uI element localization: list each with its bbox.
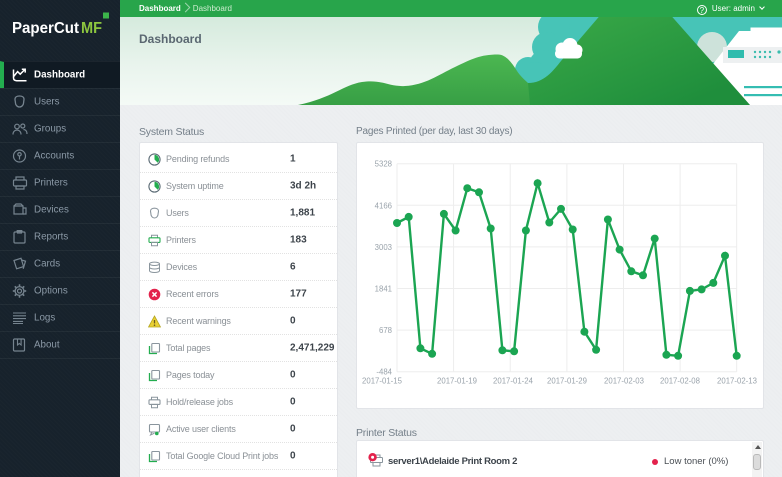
svg-text:5328: 5328: [375, 160, 392, 169]
svg-text:2017-02-13: 2017-02-13: [717, 377, 757, 386]
svg-text:MF: MF: [81, 20, 102, 37]
svg-text:4166: 4166: [375, 201, 392, 210]
svg-text:2017-02-08: 2017-02-08: [660, 377, 700, 386]
svg-text:3003: 3003: [375, 243, 392, 252]
svg-text:2017-01-24: 2017-01-24: [493, 377, 534, 386]
svg-text:PaperCut: PaperCut: [12, 20, 79, 37]
svg-text:678: 678: [379, 326, 392, 335]
svg-text:2017-01-15: 2017-01-15: [362, 377, 403, 386]
svg-text:2017-01-19: 2017-01-19: [437, 377, 477, 386]
svg-text:2017-01-29: 2017-01-29: [547, 377, 587, 386]
svg-text:-484: -484: [376, 368, 392, 377]
svg-text:2017-02-03: 2017-02-03: [604, 377, 644, 386]
svg-text:1841: 1841: [375, 285, 392, 294]
